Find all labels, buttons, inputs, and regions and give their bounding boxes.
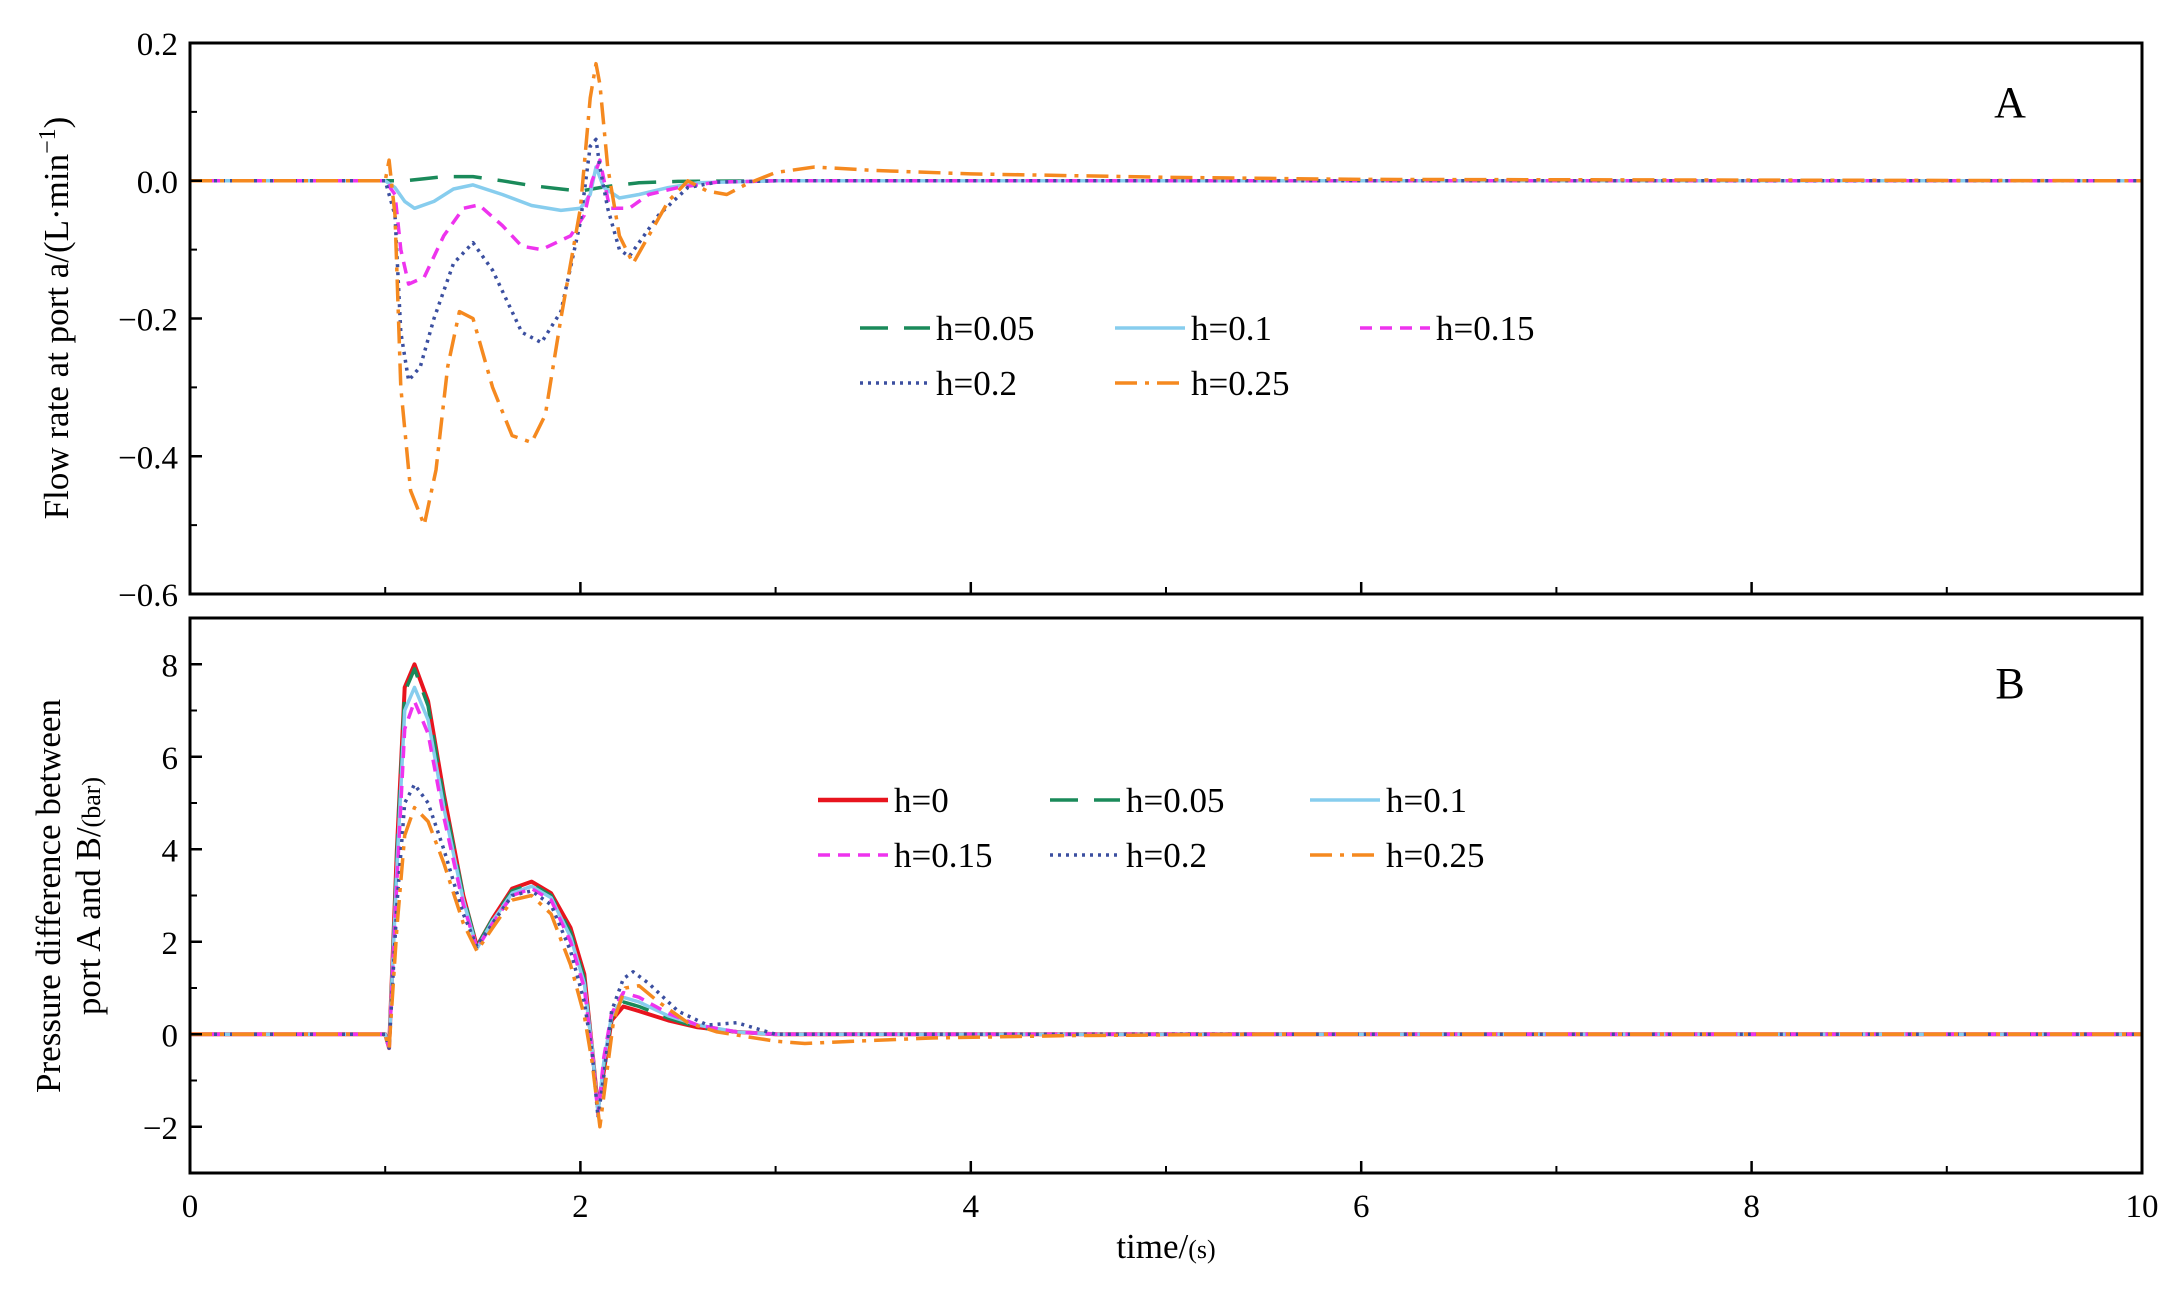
panel-b-series-line-5 — [190, 805, 2142, 1129]
x-axis-label: time/(s) — [1116, 1227, 1215, 1266]
x-axis-label-text: time/ — [1116, 1227, 1188, 1266]
panel-a-legend-label-3: h=0.2 — [936, 364, 1017, 403]
panel-a-series-line-2 — [190, 158, 2142, 286]
panel-b-series-line-0 — [190, 662, 2142, 1111]
panel-a-legend-label-2: h=0.15 — [1436, 309, 1535, 348]
panel-b-ytick-label-4: 6 — [162, 741, 179, 777]
panel-b-series-line-2 — [190, 685, 2142, 1115]
panel-b-ylabel-line2: port A and B/(bar) — [69, 777, 108, 1015]
panel-b-ytick-label-3: 4 — [162, 833, 179, 869]
panel-a-ylabel-text: Flow rate at port a/(L·min — [37, 154, 76, 519]
panel-b-series-line-3 — [190, 699, 2142, 1117]
panel-b-series-line-1 — [190, 667, 2142, 1113]
panel-a: −0.6 −0.4 −0.2 0.0 0.2 A Flow rate at port a… — [35, 27, 2144, 614]
panel-a-ytick-label-2: −0.2 — [118, 303, 178, 339]
panel-b-ylabel-unit: (bar) — [77, 777, 106, 828]
panel-a-label: A — [1994, 78, 2026, 127]
x-tick-label-2: 4 — [963, 1189, 980, 1225]
panel-b-ytick-label-0: −2 — [143, 1111, 178, 1147]
panel-b-ylabel-line1: Pressure difference between — [29, 699, 68, 1093]
panel-b-ytick-label-1: 0 — [162, 1018, 179, 1054]
panel-a-series-line-1 — [190, 165, 2142, 213]
panel-b-ylabel-text: port A and B/ — [69, 827, 108, 1015]
panel-a-legend-label-0: h=0.05 — [936, 309, 1035, 348]
panel-a-series-line-4 — [190, 61, 2142, 527]
panel-b-legend-label-2: h=0.1 — [1386, 781, 1467, 820]
panel-a-ytick-label-0: −0.6 — [118, 578, 178, 614]
panel-a-legend-label-4: h=0.25 — [1191, 364, 1290, 403]
panel-a-series-line-0 — [190, 174, 2142, 193]
x-tick-label-1: 2 — [572, 1189, 589, 1225]
panel-a-ylabel: Flow rate at port a/(L·min−1) — [35, 117, 76, 520]
panel-b-frame — [188, 616, 2144, 1175]
x-axis-label-unit: (s) — [1188, 1235, 1215, 1264]
panel-b-series-line-4 — [190, 782, 2142, 1120]
panel-b-legend-label-5: h=0.25 — [1386, 836, 1485, 875]
panel-a-ytick-label-3: 0.0 — [137, 165, 178, 201]
panel-a-ylabel-sup: −1 — [35, 128, 61, 154]
panel-b: −2 0 2 4 6 8 0 2 4 6 8 10 B Pressure difference bet… — [29, 616, 2159, 1266]
panel-b-legend-label-4: h=0.2 — [1126, 836, 1207, 875]
x-tick-label-4: 8 — [1743, 1189, 1760, 1225]
panel-b-legend-label-3: h=0.15 — [894, 836, 993, 875]
panel-a-ytick-label-4: 0.2 — [137, 27, 178, 63]
panel-a-ytick-label-1: −0.4 — [118, 440, 178, 476]
panel-b-ylabel: Pressure difference between port A and B… — [29, 699, 108, 1093]
panel-a-series — [190, 61, 2142, 527]
x-tick-label-3: 6 — [1353, 1189, 1370, 1225]
panel-b-ticks: −2 0 2 4 6 8 0 2 4 6 8 10 — [143, 648, 2159, 1225]
panel-a-ticks: −0.6 −0.4 −0.2 0.0 0.2 — [118, 27, 2144, 614]
panel-b-legend-label-1: h=0.05 — [1126, 781, 1225, 820]
x-tick-label-5: 10 — [2126, 1189, 2159, 1225]
panel-b-ytick-label-5: 8 — [162, 648, 179, 684]
panel-a-legend-label-1: h=0.1 — [1191, 309, 1272, 348]
panel-a-series-line-3 — [190, 137, 2142, 383]
panel-b-legend: h=0 h=0.05 h=0.1 h=0.15 h=0.2 h=0.25 — [818, 781, 1485, 875]
panel-a-legend: h=0.05 h=0.1 h=0.15 h=0.2 h=0.25 — [860, 309, 1535, 403]
panel-a-frame — [188, 41, 2144, 596]
panel-b-ytick-label-2: 2 — [162, 926, 179, 962]
x-tick-label-0: 0 — [182, 1189, 199, 1225]
panel-b-series — [190, 662, 2142, 1129]
panel-a-ylabel-close: ) — [37, 117, 76, 129]
panel-b-legend-label-0: h=0 — [894, 781, 949, 820]
panel-b-label: B — [1995, 659, 2024, 708]
